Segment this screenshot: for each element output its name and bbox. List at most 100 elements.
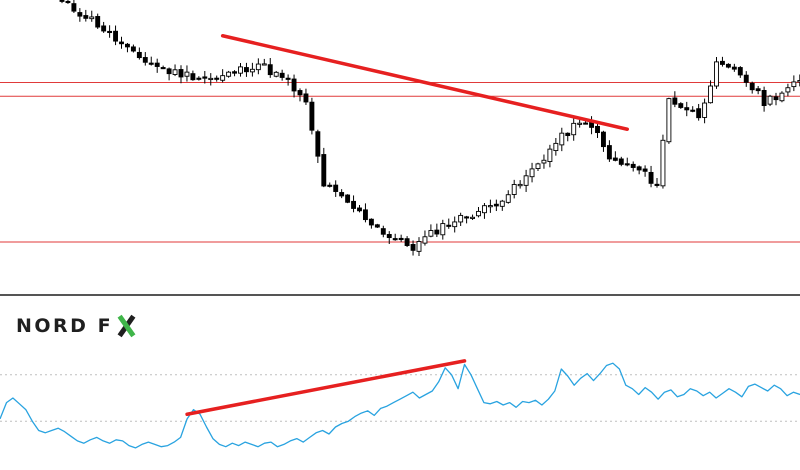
candlestick [208,73,214,86]
candle-body [202,76,208,79]
candle-body [434,229,440,235]
candlestick [398,234,404,242]
candlestick [612,151,618,162]
candle-body [398,237,404,241]
candlestick [523,169,529,192]
candle-body [755,88,761,92]
candlestick [654,177,660,188]
candle-body [154,62,160,67]
candlestick [178,65,184,84]
candlestick [684,101,690,117]
candle-body [261,63,267,66]
candle-body [470,216,475,219]
candle-body [714,61,719,87]
candlestick [690,106,696,113]
candlestick [720,56,725,67]
candle-body [107,30,113,34]
candlestick [499,199,505,211]
candlestick [743,71,749,87]
candle-body [386,234,392,239]
candlestick [535,162,541,172]
candle-body [410,244,416,251]
candlestick [77,8,83,22]
candlestick [452,216,458,233]
candle-body [731,66,737,70]
candlestick [166,67,172,81]
candle-body [523,175,529,186]
candlestick [101,21,107,33]
candle-body [458,214,464,223]
oscillator-pane [0,359,800,449]
candle-body [648,171,654,184]
candle-body [577,122,583,125]
candle-body [535,163,541,169]
candlestick [487,199,493,213]
candle-body [767,95,773,105]
candle-body [351,200,356,209]
candle-body [196,77,202,80]
candlestick [148,56,154,66]
candle-body [238,66,243,74]
candlestick [505,190,511,204]
candlestick [136,47,142,60]
candle-body [101,25,107,32]
candle-body [374,224,380,228]
candle-body [297,90,303,96]
candle-body [773,96,779,101]
candlestick [749,81,755,94]
candle-body [493,203,499,207]
candlestick [410,240,416,256]
candle-body [440,223,446,236]
candlestick [160,65,166,70]
candlestick [297,88,303,102]
candlestick [470,214,475,220]
candlestick [315,129,321,163]
candle-body [743,74,749,83]
candle-body [696,108,702,119]
candle-body [654,183,660,186]
candlestick [303,88,309,105]
candle-body [136,51,142,59]
candle-body [142,57,148,63]
candlestick [464,215,470,224]
candle-body [416,241,422,252]
candle-body [255,63,261,71]
candle-body [184,71,190,77]
candle-body [178,69,184,78]
candle-body [273,71,279,77]
candlestick [345,194,351,204]
candle-body [279,72,285,78]
candlestick [737,66,743,78]
candlestick [606,140,612,162]
candlestick [547,144,553,168]
candle-body [749,82,755,91]
candlestick [440,219,446,240]
candlestick [517,180,523,189]
candle-body [505,194,511,203]
candlestick [529,162,535,183]
candle-body [422,236,428,244]
candlestick [380,225,386,238]
candlestick [767,94,773,107]
candle-body [243,67,249,73]
candle-body [785,87,791,93]
candlestick [446,218,452,229]
candle-body [660,139,666,187]
brand-logo: NORD F [16,312,137,340]
candle-body [327,184,333,187]
candle-body [666,98,672,143]
candlestick [648,165,654,188]
candlestick [113,25,119,46]
candle-body [333,184,339,192]
candle-body [226,71,232,77]
candlestick [279,69,285,81]
candle-body [357,207,362,212]
candlestick [702,98,708,124]
candlestick [428,224,434,238]
candle-body [172,69,178,75]
candlestick [351,195,356,213]
candle-body [232,71,238,74]
candlestick [184,65,190,82]
candlestick [59,0,65,4]
